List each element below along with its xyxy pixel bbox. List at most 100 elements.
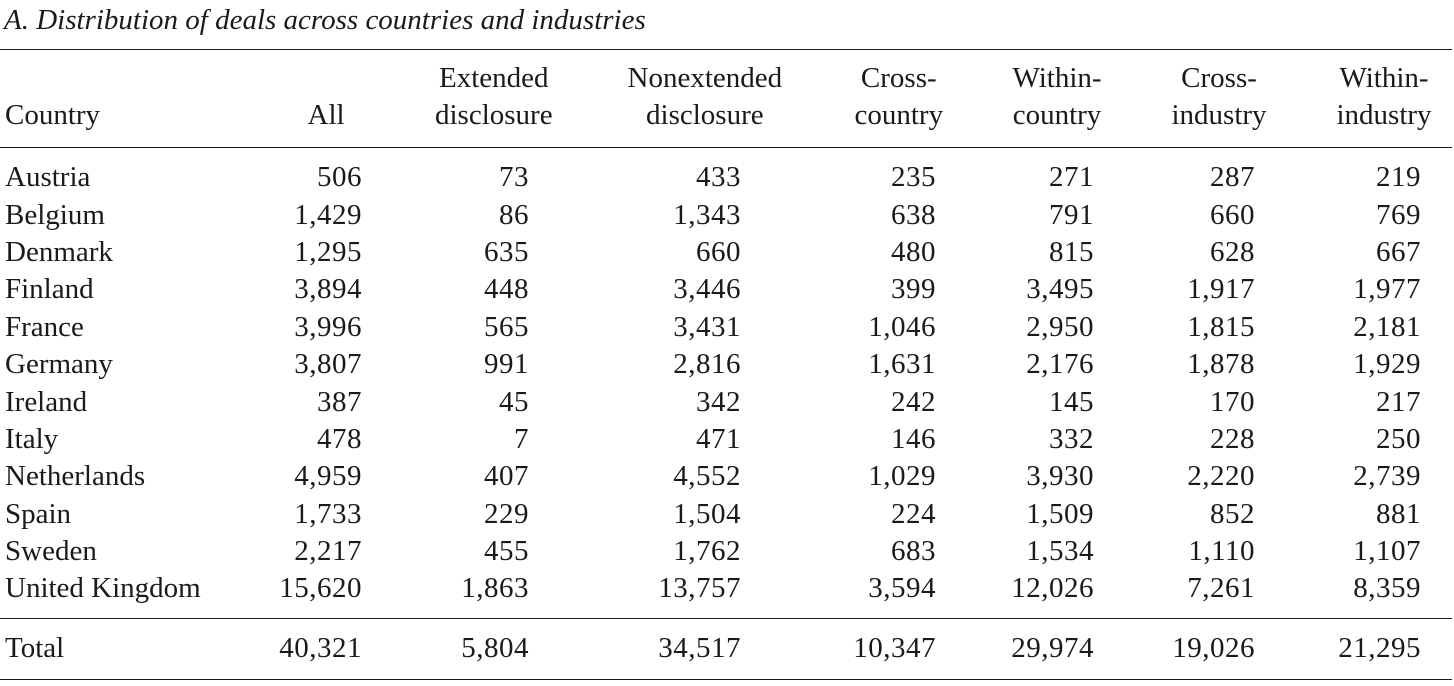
extended-disclosure-cell: 73: [499, 161, 529, 194]
header-country: Country: [5, 97, 100, 134]
within-industry-cell: 667: [1376, 235, 1421, 268]
country-name-cell: Denmark: [5, 235, 113, 268]
total-label-cell: Total: [5, 632, 65, 665]
total-row: Total 40,321 5,804 34,517 10,347 29,974 19,026…: [0, 630, 1421, 667]
deals-table: Austria 506 73 433 235 271 287 219 Belgium 1,429 8…: [0, 159, 1421, 608]
header-extended-disclosure-line: disclosure: [435, 99, 553, 131]
nonextended-disclosure-cell: 13,757: [658, 572, 741, 605]
all-cell: 3,996: [294, 310, 362, 343]
header-cross-country-line: country: [854, 99, 944, 131]
cross-industry-cell: 852: [1210, 497, 1255, 530]
within-industry-cell: 1,929: [1353, 348, 1421, 381]
cross-industry-cell: 170: [1210, 385, 1255, 418]
header-rule: [0, 147, 1452, 148]
within-country-cell: 332: [1049, 422, 1094, 455]
extended-disclosure-cell: 86: [499, 198, 529, 231]
header-extended-disclosure: Extended disclosure: [435, 60, 553, 134]
all-cell: 1,429: [294, 198, 362, 231]
extended-disclosure-cell: 407: [484, 460, 529, 493]
header-country-line: Country: [5, 99, 101, 131]
cross-industry-cell: 628: [1210, 235, 1255, 268]
all-cell: 2,217: [294, 535, 362, 568]
total-within-industry-cell: 21,295: [1338, 632, 1421, 665]
cross-country-cell: 146: [891, 422, 936, 455]
within-industry-cell: 1,977: [1353, 273, 1421, 306]
header-within-country-line: Within-: [1012, 62, 1102, 94]
cross-industry-cell: 2,220: [1187, 460, 1255, 493]
cross-country-cell: 638: [891, 198, 936, 231]
cross-country-cell: 1,046: [868, 310, 936, 343]
within-country-cell: 1,509: [1026, 497, 1094, 530]
extended-disclosure-cell: 635: [484, 235, 529, 268]
header-cross-industry-line: industry: [1171, 99, 1267, 131]
bottom-rule: [0, 679, 1452, 680]
nonextended-disclosure-cell: 2,816: [673, 348, 741, 381]
cross-industry-cell: 228: [1210, 422, 1255, 455]
total-cross-industry-cell: 19,026: [1172, 632, 1255, 665]
cross-country-cell: 399: [891, 273, 936, 306]
header-within-industry-line: Within-: [1339, 62, 1429, 94]
country-name-cell: Germany: [5, 348, 113, 381]
table-row: Ireland 387 45 342 242 145 170 217: [0, 383, 1421, 420]
cross-country-cell: 1,631: [868, 348, 936, 381]
nonextended-disclosure-cell: 1,343: [673, 198, 741, 231]
cross-country-cell: 1,029: [868, 460, 936, 493]
within-country-cell: 12,026: [1011, 572, 1094, 605]
header-nonextended-disclosure: Nonextended disclosure: [628, 60, 783, 134]
within-industry-cell: 2,181: [1353, 310, 1421, 343]
table-row: France 3,996 565 3,431 1,046 2,950 1,815 2,181: [0, 309, 1421, 346]
header-all-line: All: [307, 99, 345, 131]
header-cross-industry-line: Cross-: [1181, 62, 1257, 94]
cross-country-cell: 235: [891, 161, 936, 194]
table-row: Finland 3,894 448 3,446 399 3,495 1,917 1,977: [0, 271, 1421, 308]
within-industry-cell: 769: [1376, 198, 1421, 231]
nonextended-disclosure-cell: 660: [696, 235, 741, 268]
country-name-cell: Italy: [5, 422, 59, 455]
extended-disclosure-cell: 565: [484, 310, 529, 343]
all-cell: 15,620: [279, 572, 362, 605]
extended-disclosure-cell: 448: [484, 273, 529, 306]
extended-disclosure-cell: 991: [484, 348, 529, 381]
all-cell: 1,295: [294, 235, 362, 268]
table-caption: A. Distribution of deals across countrie…: [4, 4, 646, 36]
table-row: Belgium 1,429 86 1,343 638 791 660 769: [0, 196, 1421, 233]
cross-country-cell: 480: [891, 235, 936, 268]
table-row: Italy 478 7 471 146 332 228 250: [0, 421, 1421, 458]
cross-industry-cell: 1,815: [1187, 310, 1255, 343]
within-country-cell: 1,534: [1026, 535, 1094, 568]
nonextended-disclosure-cell: 1,504: [673, 497, 741, 530]
all-cell: 478: [317, 422, 362, 455]
within-country-cell: 3,495: [1026, 273, 1094, 306]
within-industry-cell: 217: [1376, 385, 1421, 418]
country-name-cell: France: [5, 310, 84, 343]
table-row: Austria 506 73 433 235 271 287 219: [0, 159, 1421, 196]
within-country-cell: 271: [1049, 161, 1094, 194]
all-cell: 4,959: [294, 460, 362, 493]
nonextended-disclosure-cell: 471: [696, 422, 741, 455]
country-name-cell: Finland: [5, 273, 94, 306]
cross-industry-cell: 287: [1210, 161, 1255, 194]
total-cross-country-cell: 10,347: [853, 632, 936, 665]
within-country-cell: 3,930: [1026, 460, 1094, 493]
header-within-industry: Within-industry: [1337, 60, 1432, 134]
table-row: Germany 3,807 991 2,816 1,631 2,176 1,878 1,929: [0, 346, 1421, 383]
nonextended-disclosure-cell: 1,762: [673, 535, 741, 568]
country-name-cell: Belgium: [5, 198, 105, 231]
extended-disclosure-cell: 455: [484, 535, 529, 568]
cross-industry-cell: 1,878: [1187, 348, 1255, 381]
all-cell: 3,807: [294, 348, 362, 381]
header-within-industry-line: industry: [1336, 99, 1432, 131]
header-cross-country: Cross-country: [855, 60, 944, 134]
header-cross-country-line: Cross-: [860, 62, 937, 94]
cross-country-cell: 242: [891, 385, 936, 418]
all-cell: 387: [317, 385, 362, 418]
extended-disclosure-cell: 7: [514, 422, 529, 455]
country-name-cell: Sweden: [5, 535, 97, 568]
cross-industry-cell: 7,261: [1187, 572, 1255, 605]
country-name-cell: Netherlands: [5, 460, 146, 493]
table-row: Denmark 1,295 635 660 480 815 628 667: [0, 234, 1421, 271]
cross-industry-cell: 660: [1210, 198, 1255, 231]
header-within-country: Within-country: [1013, 60, 1102, 134]
header-nonextended-disclosure-line: disclosure: [646, 99, 764, 131]
